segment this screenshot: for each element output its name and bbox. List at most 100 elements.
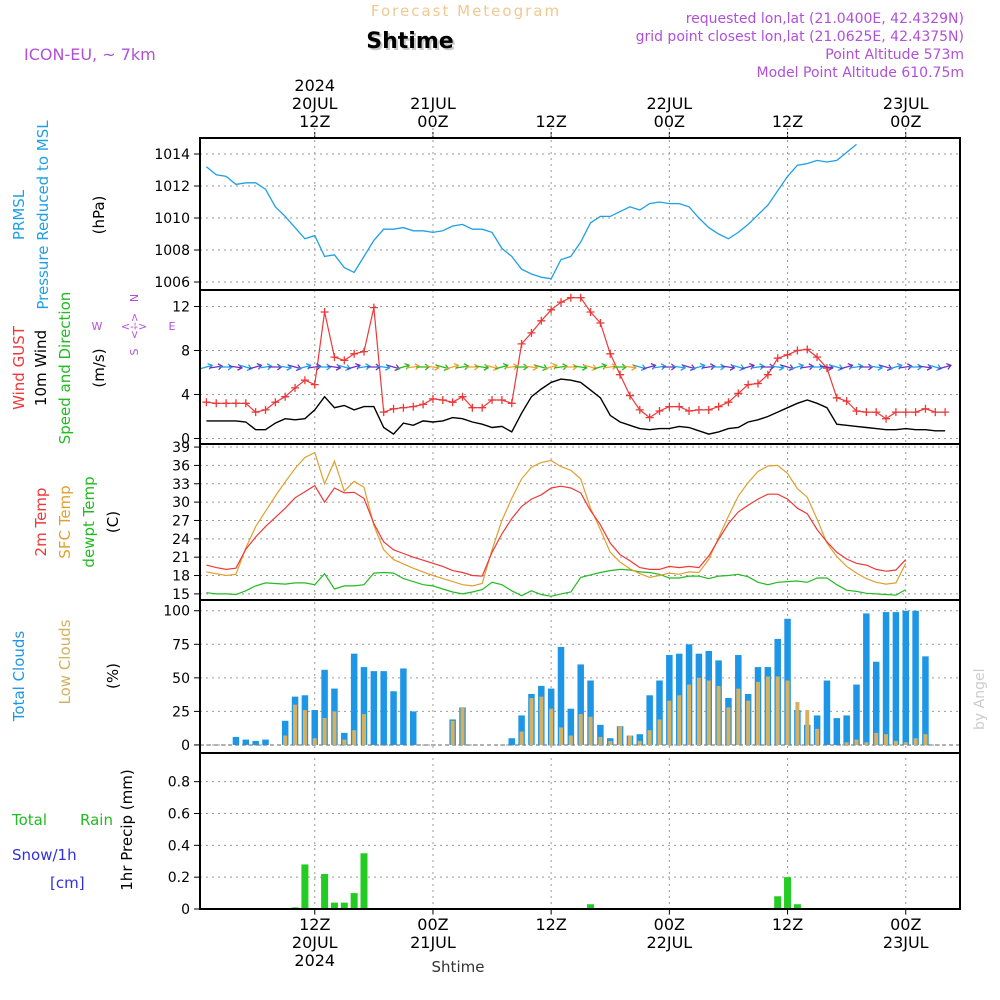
pressure-unit: (hPa) xyxy=(90,196,108,235)
gust-marker xyxy=(251,408,260,417)
gust-marker xyxy=(891,408,900,417)
low-cloud-bar xyxy=(312,738,317,745)
gust-marker xyxy=(852,407,861,415)
gust-marker xyxy=(478,403,487,412)
low-cloud-bar xyxy=(529,697,534,745)
temp-axis-tick-label: 18 xyxy=(172,569,190,585)
gust-marker xyxy=(754,379,762,388)
total-cloud-bar xyxy=(666,655,673,745)
gust-marker xyxy=(655,407,664,415)
total-cloud-bar xyxy=(902,610,909,745)
total-cloud-bar xyxy=(577,664,584,745)
low-cloud-bar xyxy=(913,738,918,745)
temp-unit: (C) xyxy=(104,511,122,533)
gust-marker xyxy=(685,407,694,415)
low-cloud-bar xyxy=(342,739,347,745)
bottom-time-label: 00Z xyxy=(417,915,448,934)
low-cloud-bar xyxy=(283,735,288,745)
dewpoint-line xyxy=(206,568,907,597)
bottom-time-label: 21JUL xyxy=(410,933,456,952)
gust-marker xyxy=(763,370,772,379)
bottom-time-label: 22JUL xyxy=(646,933,692,952)
wind-axis-tick-label: 12 xyxy=(172,300,190,316)
wind-label: 10m Wind xyxy=(32,330,50,406)
gust-marker xyxy=(665,402,674,411)
low-cloud-bar xyxy=(795,702,800,745)
snow-unit: [cm] xyxy=(50,874,85,892)
top-time-label: 12Z xyxy=(772,112,803,131)
total-cloud-bar xyxy=(508,738,515,745)
gust-marker xyxy=(340,356,349,365)
gust-marker xyxy=(547,305,556,314)
total-cloud-bar xyxy=(311,710,318,745)
gust-marker xyxy=(389,404,398,413)
gust-marker xyxy=(803,345,812,354)
wind-unit: (m/s) xyxy=(90,348,108,387)
panels: 1006 1008 1010 1012 1014 0 4 8 12 15 18 21 24 27 30 33 3… xyxy=(154,128,961,918)
low-cloud-bar xyxy=(667,700,672,745)
gust-marker xyxy=(921,404,930,413)
low-cloud-bar xyxy=(677,695,682,745)
wind-direction-arrow xyxy=(938,362,952,370)
low-cloud-bar xyxy=(332,711,337,745)
precip-axis-tick-label: 0 xyxy=(181,902,190,918)
gust-marker xyxy=(241,399,250,408)
gust-marker xyxy=(488,396,497,404)
gust-marker xyxy=(616,370,625,379)
precip-axis-tick-label: 0.8 xyxy=(168,775,190,791)
gust-marker xyxy=(862,408,871,417)
pressure-axis-tick-label: 1006 xyxy=(154,275,190,291)
gust-marker xyxy=(596,319,605,327)
total-cloud-bar xyxy=(636,734,644,745)
rain-bar xyxy=(587,904,595,909)
total-cloud-bar xyxy=(410,711,417,745)
gust-marker xyxy=(360,347,368,356)
low-cloud-bar xyxy=(627,735,632,745)
low-cloud-bar xyxy=(578,714,583,745)
credit-watermark: by Angel xyxy=(972,669,988,730)
total-cloud-bar xyxy=(242,739,250,745)
rain-bar xyxy=(340,902,348,909)
total-cloud-bar xyxy=(252,740,259,745)
total-label: Total xyxy=(11,811,47,829)
low-cloud-bar xyxy=(362,714,366,745)
gust-marker xyxy=(694,405,703,414)
place-title-front: Shtime xyxy=(366,29,453,54)
direction-label: Speed and Direction xyxy=(56,292,74,445)
gust-marker xyxy=(448,398,457,407)
low-cloud-bar xyxy=(559,727,563,745)
compass-ns-arrow: <--> xyxy=(128,313,141,339)
gust-marker xyxy=(507,399,516,408)
temp2m-line xyxy=(206,484,907,577)
gust-marker xyxy=(527,328,536,337)
pressure-axis-tick-label: 1012 xyxy=(154,179,190,195)
low-cloud-bar xyxy=(775,676,780,745)
pressure-panel-frame xyxy=(199,137,961,291)
total-cloud-bar xyxy=(833,718,841,745)
total-cloud-bar xyxy=(597,724,604,745)
gust-marker xyxy=(822,364,831,373)
gust-marker xyxy=(793,346,802,355)
low-cloud-bar xyxy=(893,740,898,745)
gust-marker xyxy=(271,398,280,407)
pressure-axis-tick-label: 1010 xyxy=(154,211,190,227)
bottom-time-label: 20JUL xyxy=(292,933,338,952)
gust-marker xyxy=(882,414,891,423)
top-time-label: 12Z xyxy=(299,112,330,131)
low-cloud-bar xyxy=(549,708,554,745)
total-cloud-bar xyxy=(350,653,358,745)
low-cloud-bar xyxy=(874,732,879,745)
low-cloud-bar xyxy=(450,720,455,745)
gust-marker xyxy=(379,408,388,417)
gust-marker xyxy=(310,380,319,389)
total-cloud-bar xyxy=(370,671,378,745)
total-cloud-bar xyxy=(321,669,328,745)
gust-marker xyxy=(320,308,329,316)
gust-marker xyxy=(428,394,437,403)
low-cloud-bar xyxy=(637,740,642,745)
low-cloud-bar xyxy=(736,688,741,745)
bottom-time-label: 12Z xyxy=(772,915,803,934)
footer-place: Shtime xyxy=(432,958,485,976)
low-cloud-bar xyxy=(923,734,928,745)
